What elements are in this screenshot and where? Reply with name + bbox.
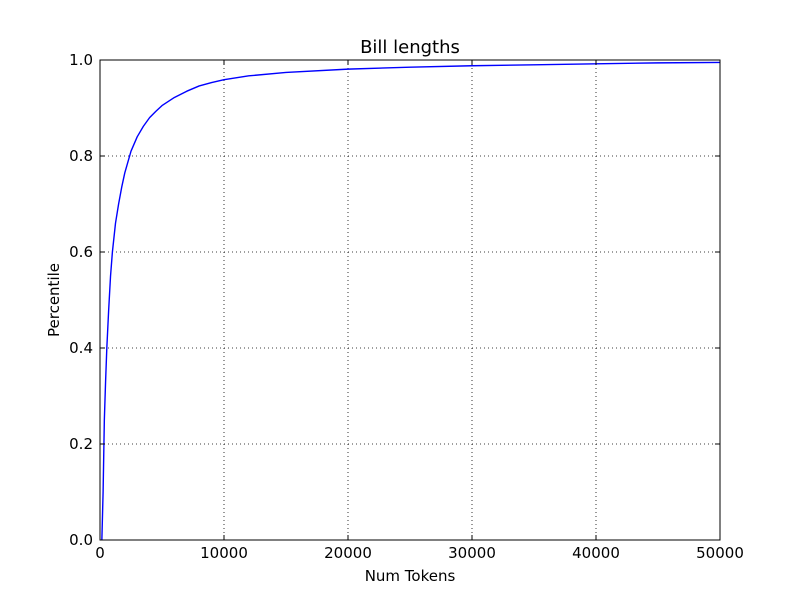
y-tick-label: 0.6 — [69, 243, 93, 261]
y-tick-label: 0.0 — [69, 531, 93, 549]
y-tick-label: 0.8 — [69, 147, 93, 165]
x-tick-label: 10000 — [200, 544, 248, 562]
tick-label-layer: 0 10000 20000 30000 40000 50000 0.0 0.2 0.4 0.6 0.… — [69, 51, 744, 562]
tick-layer — [99, 59, 721, 541]
x-axis-label: Num Tokens — [365, 567, 456, 585]
y-tick-label: 0.4 — [69, 339, 93, 357]
x-tick-label: 0 — [95, 544, 105, 562]
x-tick-label: 30000 — [448, 544, 496, 562]
cdf-line — [101, 61, 721, 541]
x-tick-label: 50000 — [696, 544, 744, 562]
y-axis-label: Percentile — [45, 263, 63, 337]
series-layer — [101, 61, 721, 541]
plot-area-frame — [99, 59, 721, 541]
x-tick-label: 20000 — [324, 544, 372, 562]
y-tick-label: 0.2 — [69, 435, 93, 453]
x-tick-label: 40000 — [572, 544, 620, 562]
chart-title: Bill lengths — [360, 37, 460, 58]
grid-layer — [100, 60, 720, 540]
y-tick-label: 1.0 — [69, 51, 93, 69]
